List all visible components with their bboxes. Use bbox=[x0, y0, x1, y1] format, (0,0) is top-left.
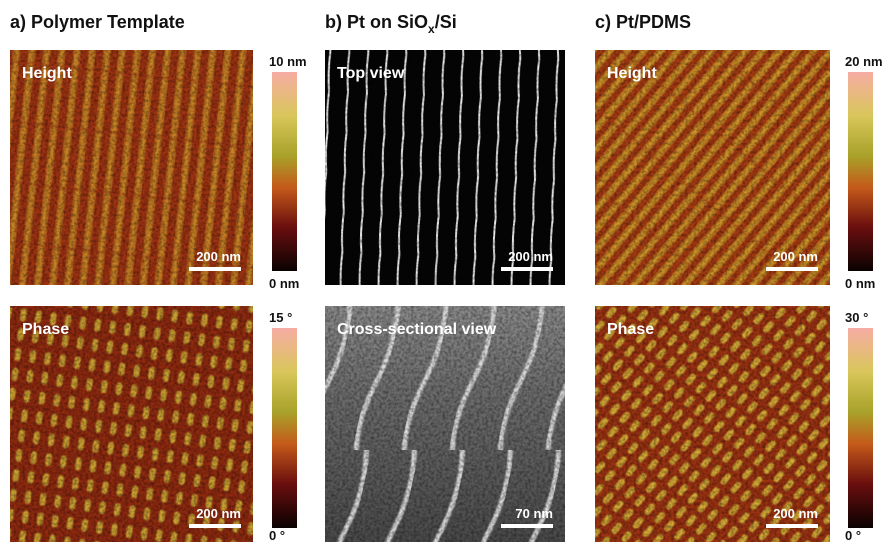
scale-bar bbox=[501, 267, 553, 271]
scale-bar bbox=[189, 267, 241, 271]
scale-bar-label: 200 nm bbox=[196, 506, 241, 521]
scale-bar bbox=[766, 267, 818, 271]
title-text: c) Pt/PDMS bbox=[595, 12, 691, 32]
colorbar bbox=[272, 72, 297, 271]
panel-title: b) Pt on SiOx/Si bbox=[325, 12, 457, 36]
image-label: Phase bbox=[22, 321, 69, 338]
image-label: Top view bbox=[337, 65, 405, 82]
scale-bar-label: 200 nm bbox=[196, 249, 241, 264]
colorbar-max: 10 nm bbox=[269, 54, 307, 69]
colorbar bbox=[272, 328, 297, 528]
scale-bar-label: 70 nm bbox=[515, 506, 553, 521]
colorbar-min: 0 nm bbox=[845, 276, 875, 291]
image-label: Phase bbox=[607, 321, 654, 338]
colorbar-min: 0 nm bbox=[269, 276, 299, 291]
title-text: a) Polymer Template bbox=[10, 12, 185, 32]
figure: a) Polymer Template Height 200 nm 10 nm 0 nm… bbox=[0, 0, 891, 542]
scale-bar bbox=[766, 524, 818, 528]
scale-bar bbox=[189, 524, 241, 528]
colorbar-max: 30 ° bbox=[845, 310, 868, 325]
title-text: /Si bbox=[435, 12, 457, 32]
scale-bar-label: 200 nm bbox=[773, 249, 818, 264]
colorbar bbox=[848, 328, 873, 528]
colorbar-max: 15 ° bbox=[269, 310, 292, 325]
scale-bar bbox=[501, 524, 553, 528]
colorbar-min: 0 ° bbox=[845, 528, 861, 542]
title-text: b) Pt on SiO bbox=[325, 12, 428, 32]
panel-title: c) Pt/PDMS bbox=[595, 12, 691, 32]
scale-bar-label: 200 nm bbox=[773, 506, 818, 521]
colorbar-min: 0 ° bbox=[269, 528, 285, 542]
panel-title: a) Polymer Template bbox=[10, 12, 185, 32]
colorbar-max: 20 nm bbox=[845, 54, 883, 69]
colorbar bbox=[848, 72, 873, 271]
image-label: Cross-sectional view bbox=[337, 321, 497, 338]
image-label: Height bbox=[607, 65, 657, 82]
image-label: Height bbox=[22, 65, 72, 82]
scale-bar-label: 200 nm bbox=[508, 249, 553, 264]
